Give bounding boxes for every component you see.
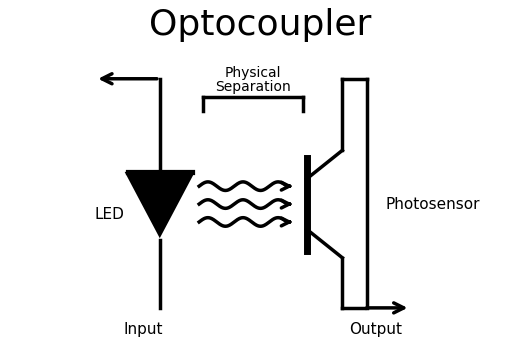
Text: Input: Input [124,322,163,337]
Text: LED: LED [95,207,125,222]
Text: Separation: Separation [215,79,291,94]
Text: Output: Output [349,322,402,337]
Polygon shape [127,174,192,234]
Text: Optocoupler: Optocoupler [149,8,371,42]
Text: Physical: Physical [225,66,281,81]
Text: Photosensor: Photosensor [385,197,480,212]
